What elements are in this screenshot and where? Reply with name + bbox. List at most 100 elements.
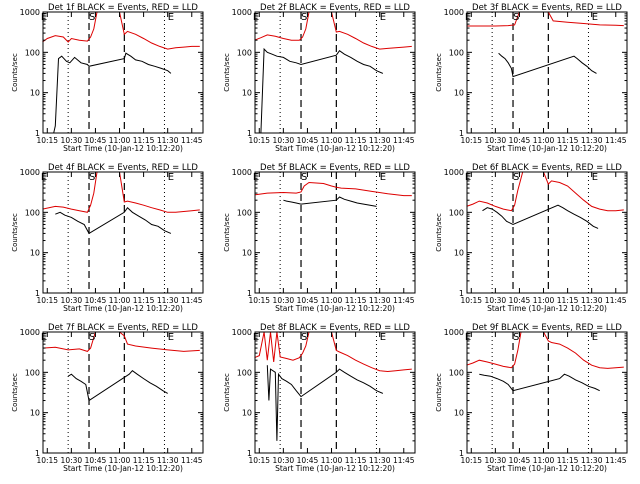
x-tick-label: 11:15 — [557, 136, 579, 145]
event-marker-label: S — [89, 12, 95, 23]
series-line-lld — [254, 331, 412, 373]
x-tick-label: 10:30 — [61, 136, 83, 145]
y-tick-label: 1000 — [444, 328, 464, 337]
x-tick-label: 11:00 — [533, 296, 555, 305]
event-marker-label: S — [301, 12, 307, 23]
x-tick-label: 11:15 — [557, 296, 579, 305]
y-tick-label: 1 — [35, 449, 40, 458]
y-tick-label: 100 — [449, 48, 464, 57]
series-line-events — [266, 365, 384, 441]
plot-frame — [466, 171, 628, 294]
y-tick-label: 10 — [454, 89, 464, 98]
x-tick-label: 11:45 — [605, 456, 627, 465]
panel-title: Det 5f BLACK = Events, RED = LLD — [260, 163, 410, 173]
x-tick-label: 10:15 — [460, 456, 482, 465]
event-marker-label: E — [168, 172, 174, 183]
event-marker-label: E — [253, 12, 259, 23]
panel-9: 1 10 100 1000 10:15 10:30 10:45 11:00 11:15 11:30… — [435, 323, 628, 473]
panel-3: 1 10 100 1000 10:15 10:30 10:45 11:00 11:15 11:30… — [435, 3, 628, 153]
series-line-events — [498, 52, 597, 78]
series-line-lld — [466, 11, 624, 27]
x-tick-label: 11:30 — [581, 296, 603, 305]
y-tick-label: 100 — [25, 48, 40, 57]
x-tick-label: 11:00 — [109, 136, 131, 145]
y-tick-label: 1 — [35, 289, 40, 298]
panel-1: 1 10 100 1000 10:15 10:30 10:45 11:00 11:15 11:30… — [11, 3, 204, 153]
panel-title: Det 9f BLACK = Events, RED = LLD — [472, 323, 622, 333]
x-tick-label: 11:30 — [581, 456, 603, 465]
x-tick-label: 11:45 — [605, 296, 627, 305]
event-marker-label: E — [592, 332, 598, 343]
y-tick-label: 100 — [25, 368, 40, 377]
panel-title: Det 7f BLACK = Events, RED = LLD — [48, 323, 198, 333]
x-tick-label: 10:15 — [36, 136, 58, 145]
series-line-lld — [254, 181, 412, 197]
plot-frame — [466, 331, 628, 454]
x-axis-label: Start Time (10-Jan-12 10:12:20) — [275, 144, 395, 153]
y-tick-label: 100 — [449, 368, 464, 377]
y-axis-label: Counts/sec — [223, 213, 231, 252]
x-axis-label: Start Time (10-Jan-12 10:12:20) — [487, 464, 607, 473]
x-tick-label: 10:45 — [85, 136, 107, 145]
x-tick-label: 11:30 — [581, 136, 603, 145]
plot-frame — [254, 171, 416, 294]
panel-title: Det 2f BLACK = Events, RED = LLD — [260, 3, 410, 13]
y-axis-label: Counts/sec — [435, 213, 443, 252]
plot-frame — [42, 171, 204, 294]
x-tick-label: 11:45 — [393, 136, 415, 145]
x-tick-label: 11:00 — [533, 456, 555, 465]
x-tick-label: 10:45 — [509, 456, 531, 465]
x-tick-label: 11:15 — [557, 456, 579, 465]
event-marker-label: E — [380, 332, 386, 343]
plot-frame — [42, 331, 204, 454]
y-tick-label: 1 — [459, 289, 464, 298]
y-tick-label: 1000 — [20, 328, 40, 337]
panel-6: 1 10 100 1000 10:15 10:30 10:45 11:00 11:15 11:30… — [435, 163, 628, 313]
x-tick-label: 10:45 — [297, 136, 319, 145]
y-tick-label: 100 — [237, 208, 252, 217]
y-tick-label: 10 — [30, 409, 40, 418]
event-marker-label: S — [513, 12, 519, 23]
y-axis-label: Counts/sec — [11, 53, 19, 92]
x-tick-label: 11:15 — [345, 296, 367, 305]
x-tick-label: 10:15 — [248, 136, 270, 145]
panel-title: Det 8f BLACK = Events, RED = LLD — [260, 323, 410, 333]
x-axis-label: Start Time (10-Jan-12 10:12:20) — [275, 464, 395, 473]
y-tick-label: 1000 — [232, 8, 252, 17]
y-tick-label: 1 — [247, 449, 252, 458]
x-tick-label: 11:15 — [133, 296, 155, 305]
x-tick-label: 11:30 — [369, 296, 391, 305]
x-tick-label: 11:45 — [181, 136, 203, 145]
y-tick-label: 10 — [30, 89, 40, 98]
y-axis-label: Counts/sec — [435, 53, 443, 92]
x-tick-label: 10:15 — [36, 296, 58, 305]
panel-2: 1 10 100 1000 10:15 10:30 10:45 11:00 11:15 11:30… — [223, 3, 416, 153]
panel-title: Det 3f BLACK = Events, RED = LLD — [472, 3, 622, 13]
y-tick-label: 1000 — [444, 8, 464, 17]
y-tick-label: 100 — [449, 208, 464, 217]
event-marker-label: S — [301, 172, 307, 183]
event-marker-label: S — [513, 172, 519, 183]
series-line-lld — [466, 331, 624, 369]
y-tick-label: 100 — [237, 368, 252, 377]
panel-title: Det 6f BLACK = Events, RED = LLD — [472, 163, 622, 173]
series-line-events — [283, 196, 377, 207]
x-tick-label: 10:45 — [297, 456, 319, 465]
event-marker-label: E — [41, 172, 47, 183]
y-tick-label: 100 — [237, 48, 252, 57]
y-tick-label: 1000 — [232, 168, 252, 177]
x-tick-label: 11:15 — [345, 136, 367, 145]
event-marker-label: E — [380, 12, 386, 23]
event-marker-label: E — [41, 332, 47, 343]
y-tick-label: 1000 — [444, 168, 464, 177]
y-axis-label: Counts/sec — [435, 373, 443, 412]
x-tick-label: 10:30 — [485, 296, 507, 305]
y-tick-label: 10 — [454, 249, 464, 258]
series-line-lld — [42, 11, 200, 50]
event-marker-label: E — [41, 12, 47, 23]
x-tick-label: 11:00 — [321, 456, 343, 465]
event-marker-label: E — [592, 12, 598, 23]
event-marker-label: E — [380, 172, 386, 183]
y-tick-label: 1 — [459, 129, 464, 138]
x-tick-label: 11:00 — [109, 296, 131, 305]
